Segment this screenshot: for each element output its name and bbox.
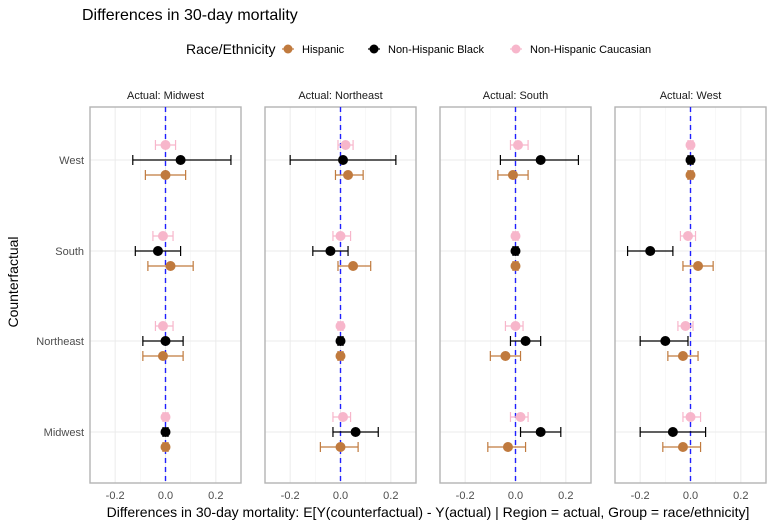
data-point: [685, 155, 696, 165]
data-point: [157, 231, 168, 241]
data-point: [520, 336, 531, 346]
legend-label: Hispanic: [302, 44, 345, 56]
data-point: [645, 246, 656, 256]
data-point: [175, 155, 186, 165]
data-point: [152, 246, 163, 256]
x-tick-label: -0.2: [631, 490, 650, 502]
legend-label: Non-Hispanic Caucasian: [530, 44, 651, 56]
data-point: [348, 261, 359, 271]
legend: Race/Ethnicity Hispanic Non-Hispanic Blac…: [186, 41, 651, 57]
data-point: [535, 427, 546, 437]
x-tick-label: 0.2: [558, 490, 573, 502]
facet-panel: Actual: Midwest -0.2 0.0 0.2: [89, 90, 242, 502]
data-point: [693, 261, 704, 271]
data-point: [660, 336, 671, 346]
y-tick-label: Midwest: [44, 427, 84, 439]
y-tick-label: West: [59, 155, 84, 167]
data-point: [510, 261, 521, 271]
data-point: [160, 412, 171, 422]
x-tick-label: 0.2: [733, 490, 748, 502]
data-point: [507, 170, 518, 180]
facet-strip-title: Actual: West: [660, 90, 722, 102]
data-point: [335, 231, 346, 241]
data-point: [677, 351, 688, 361]
x-axis-title: Differences in 30-day mortality: E[Y(cou…: [107, 504, 750, 520]
data-point: [682, 231, 693, 241]
data-point: [340, 140, 351, 150]
chart-title: Differences in 30-day mortality: [82, 7, 298, 24]
data-point: [350, 427, 361, 437]
data-point: [160, 140, 171, 150]
data-point: [502, 442, 513, 452]
data-point: [510, 231, 521, 241]
data-point: [500, 351, 511, 361]
data-point: [325, 246, 336, 256]
x-tick-label: -0.2: [456, 490, 475, 502]
data-point: [685, 140, 696, 150]
legend-key-point: [369, 44, 379, 54]
x-tick-label: 0.2: [208, 490, 223, 502]
data-point: [157, 321, 168, 331]
data-point: [335, 321, 346, 331]
x-tick-label: -0.2: [281, 490, 300, 502]
facet-strip-title: Actual: Midwest: [127, 90, 204, 102]
data-point: [160, 170, 171, 180]
facet-panel: Actual: West -0.2 0.0 0.2: [614, 90, 767, 502]
x-tick-label: 0.2: [383, 490, 398, 502]
y-axis-ticks: West South Northeast Midwest: [36, 155, 84, 439]
data-point: [685, 170, 696, 180]
data-point: [680, 321, 691, 331]
data-point: [165, 261, 176, 271]
data-point: [535, 155, 546, 165]
x-tick-label: -0.2: [106, 490, 125, 502]
data-point: [667, 427, 678, 437]
data-point: [335, 442, 346, 452]
data-point: [157, 351, 168, 361]
data-point: [513, 140, 524, 150]
facet-panel: Actual: South -0.2 0.0 0.2: [439, 90, 592, 502]
data-point: [677, 442, 688, 452]
facet-panel: Actual: Northeast -0.2 0.0 0.2: [264, 90, 417, 502]
facet-strip-title: Actual: Northeast: [298, 90, 382, 102]
data-point: [160, 336, 171, 346]
data-point: [510, 246, 521, 256]
data-point: [343, 170, 354, 180]
x-tick-label: 0.0: [158, 490, 173, 502]
legend-title: Race/Ethnicity: [186, 41, 275, 57]
y-tick-label: Northeast: [36, 336, 84, 348]
x-tick-label: 0.0: [333, 490, 348, 502]
legend-key-point: [283, 44, 293, 54]
data-point: [510, 321, 521, 331]
data-point: [685, 412, 696, 422]
data-point: [338, 412, 349, 422]
x-tick-label: 0.0: [508, 490, 523, 502]
legend-key-point: [511, 44, 521, 54]
data-point: [515, 412, 526, 422]
data-point: [335, 351, 346, 361]
y-axis-title: Counterfactual: [5, 236, 21, 327]
data-point: [338, 155, 349, 165]
data-point: [160, 442, 171, 452]
data-point: [335, 336, 346, 346]
y-tick-label: South: [55, 246, 84, 258]
facet-strip-title: Actual: South: [483, 90, 548, 102]
x-tick-label: 0.0: [683, 490, 698, 502]
data-point: [160, 427, 171, 437]
legend-label: Non-Hispanic Black: [388, 44, 484, 56]
